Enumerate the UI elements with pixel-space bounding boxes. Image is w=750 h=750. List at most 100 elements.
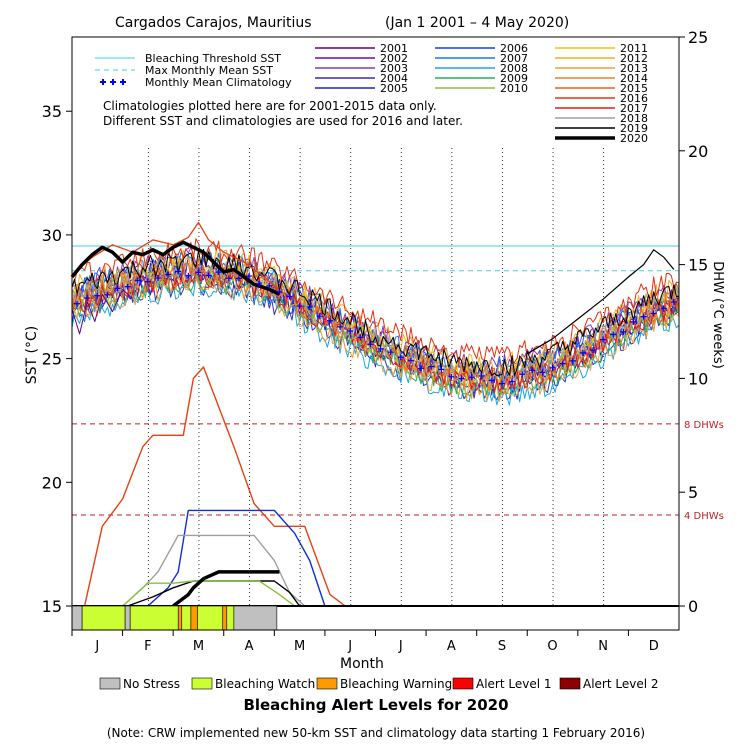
sst-line-2017-peak [71,221,285,295]
legend-year-label: 2016 [620,92,648,105]
climatology-marker [246,273,253,280]
legend-year-label: 2006 [500,42,528,55]
climatology-marker [367,341,374,348]
climatology-marker [559,360,566,367]
climatology-marker [296,303,303,310]
legend-year-label: 2010 [500,82,528,95]
dhw-line-2020 [172,570,280,608]
climatology-marker [235,275,242,282]
legend-ref-label: Bleaching Threshold SST [145,52,281,65]
climatology-marker [438,366,445,373]
legend-year-label: 2005 [380,82,408,95]
x-tick-label: A [245,639,254,654]
climatology-marker [337,323,344,330]
climatology-marker [610,331,617,338]
alert-legend-swatch [191,677,213,690]
x-tick-label: J [94,639,99,654]
legend-year-label: 2001 [380,42,408,55]
climatology-marker [114,285,121,292]
y2-tick-label: 25 [688,28,708,47]
climatology-marker [144,278,151,285]
climatology-marker [418,365,425,372]
alert-segment-no_stress [71,605,83,631]
legend-climatology-marker [110,79,116,85]
footnote: (Note: CRW implemented new 50-km SST and… [107,726,645,740]
climatology-marker [529,367,536,374]
climatology-marker [509,378,516,385]
climatology-marker [225,275,232,282]
alert-legend-label: Bleaching Watch [215,677,315,691]
y-tick-label: 20 [42,473,62,492]
climatology-marker [620,328,627,335]
climatology-marker [185,272,192,279]
y-axis-title: SST (°C) [24,326,40,384]
y2-tick-label: 15 [688,256,708,275]
climatology-marker [306,303,313,310]
legend-ref-label: Max Monthly Mean SST [145,64,273,77]
y-tick-label: 35 [42,102,62,121]
x-tick-label: S [498,639,506,654]
legend-year-label: 2014 [620,72,648,85]
climatology-marker [94,292,101,299]
climatology-marker [326,317,333,324]
x-tick-label: M [193,639,204,654]
climatology-markers [74,268,677,387]
climatology-marker [549,364,556,371]
alert-segment-watch [181,605,192,631]
alert-legend-title: Bleaching Alert Levels for 2020 [243,696,508,714]
climatology-marker [195,269,202,276]
alert-segment-watch [81,605,126,631]
legend-year-label: 2002 [380,52,408,65]
sst-line-2020 [70,240,281,296]
climatology-marker [175,268,182,275]
climatology-marker [448,373,455,380]
climatology-marker [660,305,667,312]
legend-year-label: 2008 [500,62,528,75]
x-tick-label: O [547,639,557,654]
alert-legend-label: Alert Level 2 [583,677,659,691]
chart-date-range: (Jan 1 2001 – 4 May 2020) [385,15,569,31]
alert-level-bar [71,605,278,631]
dhw-line-2018 [147,509,326,607]
legend-year-label: 2015 [620,82,648,95]
climatology-marker [84,295,91,302]
x-tick-label: J [347,639,352,654]
sst-series [70,221,680,406]
climatology-marker [357,334,364,341]
climatology-marker [428,363,435,370]
climatology-marker [407,357,414,364]
x-tick-label: F [144,639,151,654]
alert-legend-label: No Stress [123,677,180,691]
y2-tick-label: 20 [688,142,708,161]
dhw-threshold-label: 4 DHWs [684,511,724,522]
alert-segment-warning [222,605,228,631]
climatology-marker [519,371,526,378]
chart-title: Cargados Carajos, Mauritius [115,15,312,31]
y-tick-label: 30 [42,226,62,245]
climatology-marker [215,269,222,276]
x-tick-label: A [447,639,456,654]
climatology-marker [387,349,394,356]
legend-year-label: 2017 [620,102,648,115]
x-tick-label: D [649,639,659,654]
x-tick-label: M [294,639,305,654]
climatology-marker [539,369,546,376]
alert-segment-warning [177,605,183,631]
y2-axis-title: DHW (°C weeks) [710,261,725,369]
alert-segment-watch [197,605,224,631]
legend-year-label: 2018 [620,112,648,125]
climatology-marker [590,347,597,354]
climatology-marker [165,271,172,278]
sst-line-2017 [71,266,680,394]
y-tick-label: 15 [42,597,62,616]
climatology-marker [640,313,647,320]
climatology-marker [579,349,586,356]
alert-legend-label: Bleaching Warning [340,677,452,691]
y2-tick-label: 5 [688,483,698,502]
legend-year-label: 2020 [620,132,648,145]
climatology-marker [316,313,323,320]
axes: 15 20 25 30 35 0 5 10 15 20 25 J F M A M J J A S O N D [42,28,709,654]
climatology-marker [488,377,495,384]
climatology-marker [600,336,607,343]
